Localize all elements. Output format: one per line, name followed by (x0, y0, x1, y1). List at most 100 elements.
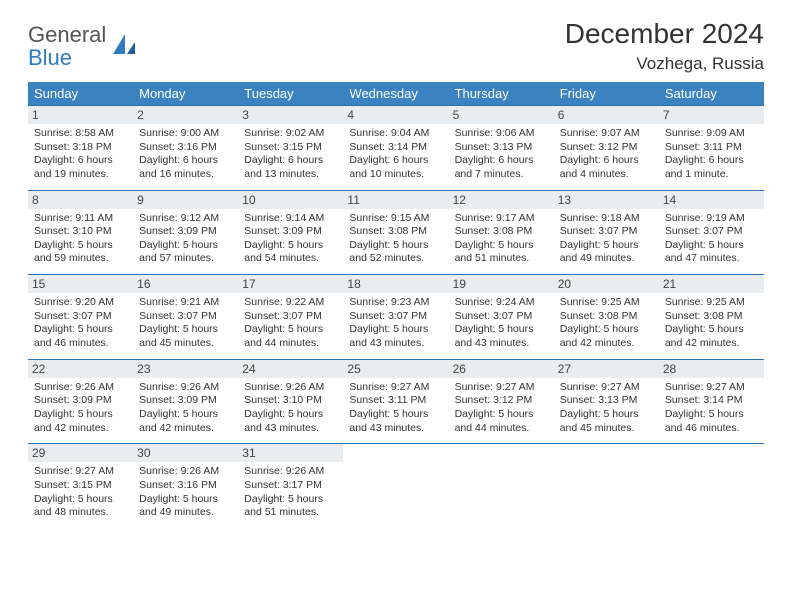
day-number: 24 (238, 360, 343, 378)
calendar-day-cell: 28Sunrise: 9:27 AMSunset: 3:14 PMDayligh… (659, 359, 764, 444)
daylight-line: Daylight: 5 hours and 46 minutes. (34, 323, 127, 350)
sunset-line: Sunset: 3:12 PM (455, 394, 548, 408)
calendar-day-cell: 7Sunrise: 9:09 AMSunset: 3:11 PMDaylight… (659, 106, 764, 191)
day-number: 15 (28, 275, 133, 293)
day-header: Sunday (28, 82, 133, 106)
day-number: 12 (449, 191, 554, 209)
sunset-line: Sunset: 3:08 PM (349, 225, 442, 239)
calendar-day-cell: 25Sunrise: 9:27 AMSunset: 3:11 PMDayligh… (343, 359, 448, 444)
daylight-line: Daylight: 5 hours and 48 minutes. (34, 493, 127, 520)
title-block: December 2024 Vozhega, Russia (565, 18, 764, 74)
calendar-day-cell: 3Sunrise: 9:02 AMSunset: 3:15 PMDaylight… (238, 106, 343, 191)
daylight-line: Daylight: 5 hours and 47 minutes. (665, 239, 758, 266)
daylight-line: Daylight: 6 hours and 7 minutes. (455, 154, 548, 181)
calendar-week-row: 22Sunrise: 9:26 AMSunset: 3:09 PMDayligh… (28, 359, 764, 444)
day-number: 20 (554, 275, 659, 293)
day-number: 28 (659, 360, 764, 378)
daylight-line: Daylight: 5 hours and 52 minutes. (349, 239, 442, 266)
daylight-line: Daylight: 5 hours and 59 minutes. (34, 239, 127, 266)
daylight-line: Daylight: 5 hours and 43 minutes. (455, 323, 548, 350)
calendar-day-cell: 19Sunrise: 9:24 AMSunset: 3:07 PMDayligh… (449, 275, 554, 360)
sunset-line: Sunset: 3:15 PM (244, 141, 337, 155)
calendar-week-row: 1 Sunrise: 8:58 AMSunset: 3:18 PM Daylight… (28, 106, 764, 191)
day-number: 31 (238, 444, 343, 462)
day-number: 27 (554, 360, 659, 378)
calendar-head: SundayMondayTuesdayWednesdayThursdayFrid… (28, 82, 764, 106)
header: General Blue December 2024 Vozhega, Russ… (28, 18, 764, 74)
sunrise-line: Sunrise: 9:18 AM (560, 212, 653, 226)
sunset-line: Sunset: 3:09 PM (244, 225, 337, 239)
calendar-day-cell: 20Sunrise: 9:25 AMSunset: 3:08 PMDayligh… (554, 275, 659, 360)
sunset-line: Sunset: 3:07 PM (34, 310, 127, 324)
day-number: 17 (238, 275, 343, 293)
calendar-week-row: 8Sunrise: 9:11 AMSunset: 3:10 PMDaylight… (28, 190, 764, 275)
logo-text-wrap: General Blue (28, 24, 106, 70)
logo: General Blue (28, 18, 137, 70)
calendar-day-cell: 5Sunrise: 9:06 AMSunset: 3:13 PMDaylight… (449, 106, 554, 191)
daylight-line: Daylight: 6 hours and 13 minutes. (244, 154, 337, 181)
calendar-day-cell: 22Sunrise: 9:26 AMSunset: 3:09 PMDayligh… (28, 359, 133, 444)
calendar-body: 1 Sunrise: 8:58 AMSunset: 3:18 PM Daylight… (28, 106, 764, 528)
sunset-line: Sunset: 3:13 PM (455, 141, 548, 155)
sunrise-line: Sunrise: 9:27 AM (455, 381, 548, 395)
calendar-table: SundayMondayTuesdayWednesdayThursdayFrid… (28, 82, 764, 528)
calendar-day-cell: 21Sunrise: 9:25 AMSunset: 3:08 PMDayligh… (659, 275, 764, 360)
day-number: 4 (343, 106, 448, 124)
day-number: 25 (343, 360, 448, 378)
day-number: 7 (659, 106, 764, 124)
day-number: 6 (554, 106, 659, 124)
sunset-line: Sunset: 3:18 PM (34, 141, 127, 155)
sunset-line: Sunset: 3:10 PM (244, 394, 337, 408)
day-number: 18 (343, 275, 448, 293)
sunrise-line: Sunrise: 9:27 AM (349, 381, 442, 395)
calendar-day-cell: 13Sunrise: 9:18 AMSunset: 3:07 PMDayligh… (554, 190, 659, 275)
sunset-line: Sunset: 3:16 PM (139, 141, 232, 155)
sunrise-line: Sunrise: 9:26 AM (139, 381, 232, 395)
calendar-day-cell: 17Sunrise: 9:22 AMSunset: 3:07 PMDayligh… (238, 275, 343, 360)
sunset-line: Sunset: 3:07 PM (244, 310, 337, 324)
sunset-line: Sunset: 3:09 PM (139, 394, 232, 408)
day-header: Friday (554, 82, 659, 106)
calendar-empty-cell (554, 444, 659, 528)
sunrise-line: Sunrise: 8:58 AM (34, 127, 127, 141)
sunrise-line: Sunrise: 9:27 AM (665, 381, 758, 395)
calendar-day-cell: 10Sunrise: 9:14 AMSunset: 3:09 PMDayligh… (238, 190, 343, 275)
sunset-line: Sunset: 3:07 PM (349, 310, 442, 324)
sunrise-line: Sunrise: 9:27 AM (560, 381, 653, 395)
daylight-line: Daylight: 5 hours and 43 minutes. (244, 408, 337, 435)
sunset-line: Sunset: 3:09 PM (139, 225, 232, 239)
daylight-line: Daylight: 6 hours and 4 minutes. (560, 154, 653, 181)
sunset-line: Sunset: 3:10 PM (34, 225, 127, 239)
day-number: 1 (28, 106, 133, 124)
sunset-line: Sunset: 3:12 PM (560, 141, 653, 155)
calendar-week-row: 29Sunrise: 9:27 AMSunset: 3:15 PMDayligh… (28, 444, 764, 528)
location-label: Vozhega, Russia (565, 54, 764, 74)
day-number: 23 (133, 360, 238, 378)
daylight-line: Daylight: 6 hours and 16 minutes. (139, 154, 232, 181)
day-number: 21 (659, 275, 764, 293)
sunset-line: Sunset: 3:16 PM (139, 479, 232, 493)
sunrise-line: Sunrise: 9:07 AM (560, 127, 653, 141)
day-number: 26 (449, 360, 554, 378)
sunrise-line: Sunrise: 9:26 AM (139, 465, 232, 479)
day-number: 10 (238, 191, 343, 209)
sunset-line: Sunset: 3:13 PM (560, 394, 653, 408)
day-header: Thursday (449, 82, 554, 106)
sunrise-line: Sunrise: 9:04 AM (349, 127, 442, 141)
logo-sail-icon (111, 32, 137, 63)
sunrise-line: Sunrise: 9:24 AM (455, 296, 548, 310)
calendar-day-cell: 2Sunrise: 9:00 AMSunset: 3:16 PMDaylight… (133, 106, 238, 191)
calendar-day-cell: 23Sunrise: 9:26 AMSunset: 3:09 PMDayligh… (133, 359, 238, 444)
sunrise-line: Sunrise: 9:06 AM (455, 127, 548, 141)
day-header: Monday (133, 82, 238, 106)
daylight-line: Daylight: 5 hours and 45 minutes. (139, 323, 232, 350)
calendar-day-cell: 4Sunrise: 9:04 AMSunset: 3:14 PMDaylight… (343, 106, 448, 191)
day-header: Tuesday (238, 82, 343, 106)
calendar-day-cell: 26Sunrise: 9:27 AMSunset: 3:12 PMDayligh… (449, 359, 554, 444)
daylight-line: Daylight: 5 hours and 57 minutes. (139, 239, 232, 266)
logo-word1: General (28, 22, 106, 47)
sunrise-line: Sunrise: 9:23 AM (349, 296, 442, 310)
daylight-line: Daylight: 5 hours and 44 minutes. (244, 323, 337, 350)
calendar-day-cell: 30Sunrise: 9:26 AMSunset: 3:16 PMDayligh… (133, 444, 238, 528)
daylight-line: Daylight: 5 hours and 49 minutes. (139, 493, 232, 520)
